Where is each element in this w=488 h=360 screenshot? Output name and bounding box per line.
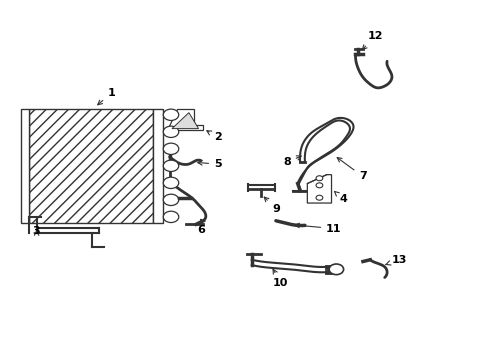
Circle shape xyxy=(315,176,322,181)
Circle shape xyxy=(163,160,179,171)
Text: 10: 10 xyxy=(272,269,288,288)
Polygon shape xyxy=(167,109,203,130)
Text: 9: 9 xyxy=(264,197,279,214)
Circle shape xyxy=(163,194,179,206)
Circle shape xyxy=(163,126,179,138)
Circle shape xyxy=(328,264,343,275)
Text: 12: 12 xyxy=(362,31,382,50)
Circle shape xyxy=(163,177,179,189)
Polygon shape xyxy=(307,175,331,203)
Text: 1: 1 xyxy=(98,88,115,105)
Text: 6: 6 xyxy=(197,220,204,235)
Text: 8: 8 xyxy=(283,156,301,167)
Polygon shape xyxy=(172,113,198,129)
Text: 2: 2 xyxy=(206,131,222,143)
Text: 5: 5 xyxy=(197,159,221,169)
Bar xyxy=(20,109,29,222)
Circle shape xyxy=(315,195,322,200)
Circle shape xyxy=(163,211,179,222)
Text: 4: 4 xyxy=(334,192,347,204)
Text: 3: 3 xyxy=(33,226,41,237)
Bar xyxy=(29,109,152,222)
Circle shape xyxy=(315,183,322,188)
Circle shape xyxy=(163,143,179,154)
Text: 11: 11 xyxy=(294,223,341,234)
Bar xyxy=(152,109,163,222)
Circle shape xyxy=(163,109,179,121)
Text: 13: 13 xyxy=(385,255,406,265)
Text: 7: 7 xyxy=(337,158,366,181)
